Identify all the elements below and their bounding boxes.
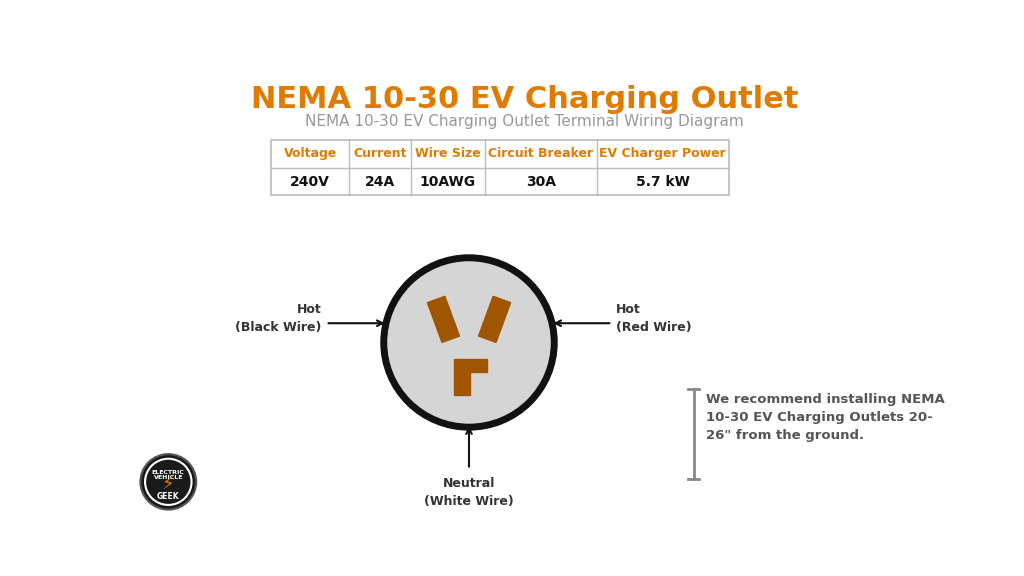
Text: Neutral
(White Wire): Neutral (White Wire) [424, 478, 514, 508]
FancyBboxPatch shape [271, 140, 729, 195]
Circle shape [145, 458, 191, 505]
Circle shape [384, 258, 554, 427]
Text: Circuit Breaker: Circuit Breaker [488, 147, 593, 160]
Text: ⚡: ⚡ [162, 476, 175, 494]
Text: 24A: 24A [365, 175, 395, 188]
Text: ELECTRIC: ELECTRIC [152, 470, 184, 475]
Text: NEMA 10-30 EV Charging Outlet Terminal Wiring Diagram: NEMA 10-30 EV Charging Outlet Terminal W… [305, 114, 744, 129]
Text: Wire Size: Wire Size [415, 147, 480, 160]
Text: Voltage: Voltage [284, 147, 337, 160]
Text: Hot
(Red Wire): Hot (Red Wire) [616, 303, 692, 334]
Text: 240V: 240V [290, 175, 330, 188]
Circle shape [140, 454, 197, 510]
Polygon shape [455, 359, 486, 395]
Text: NEMA 10-30 EV Charging Outlet: NEMA 10-30 EV Charging Outlet [251, 85, 799, 115]
Polygon shape [427, 296, 460, 342]
Text: EV Charger Power: EV Charger Power [599, 147, 726, 160]
Text: Hot
(Black Wire): Hot (Black Wire) [236, 303, 322, 334]
Text: GEEK: GEEK [157, 492, 179, 501]
Text: We recommend installing NEMA
10-30 EV Charging Outlets 20-
26" from the ground.: We recommend installing NEMA 10-30 EV Ch… [707, 392, 945, 442]
Text: 30A: 30A [525, 175, 556, 188]
Text: 10AWG: 10AWG [420, 175, 476, 188]
Polygon shape [478, 296, 511, 342]
Text: 5.7 kW: 5.7 kW [636, 175, 690, 188]
Text: VEHICLE: VEHICLE [154, 476, 183, 480]
Text: Current: Current [353, 147, 407, 160]
